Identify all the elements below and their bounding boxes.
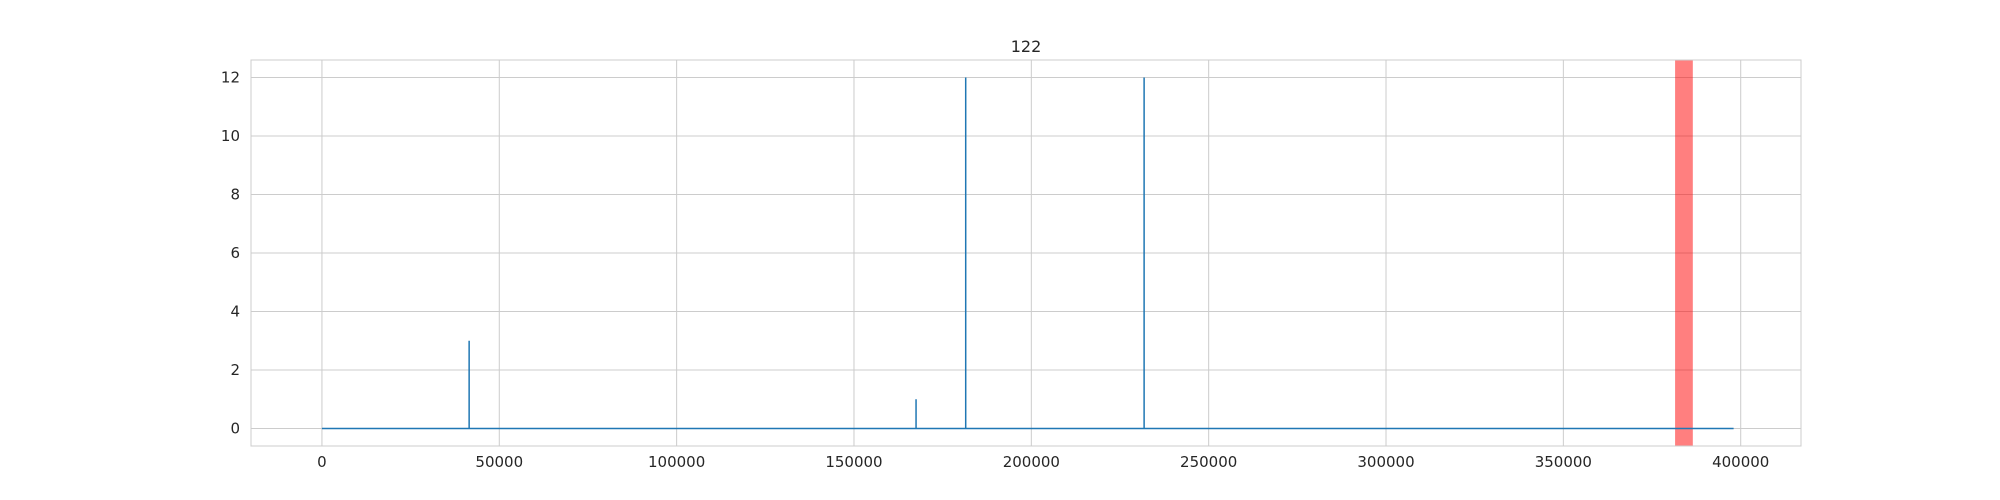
- x-tick-label: 200000: [1003, 453, 1060, 471]
- series-line: [321, 77, 1734, 430]
- x-tick-label: 400000: [1712, 453, 1769, 471]
- highlight-span: [1675, 60, 1693, 446]
- y-tick-label: 8: [230, 186, 240, 204]
- x-axis: 0 50000 100000 150000 200000 250000 300000 3500…: [317, 453, 1769, 471]
- y-axis: 0 2 4 6 8 10 12: [221, 69, 240, 438]
- x-tick-label: 50000: [475, 453, 523, 471]
- y-tick-label: 4: [230, 302, 240, 320]
- x-tick-label: 0: [317, 453, 327, 471]
- y-tick-label: 6: [230, 244, 240, 262]
- y-tick-label: 10: [221, 127, 240, 145]
- x-tick-label: 100000: [648, 453, 705, 471]
- x-tick-label: 300000: [1357, 453, 1414, 471]
- x-tick-label: 250000: [1180, 453, 1237, 471]
- x-tick-label: 350000: [1535, 453, 1592, 471]
- x-tick-label: 150000: [825, 453, 882, 471]
- series-layer: [321, 77, 1734, 430]
- y-tick-label: 2: [230, 361, 240, 379]
- grid: [251, 60, 1801, 446]
- y-tick-label: 12: [221, 69, 240, 87]
- highlight-span-rect: [1675, 60, 1693, 446]
- chart-title: 122: [1011, 37, 1042, 56]
- y-tick-label: 0: [230, 419, 240, 437]
- plot-frame: [250, 59, 1802, 447]
